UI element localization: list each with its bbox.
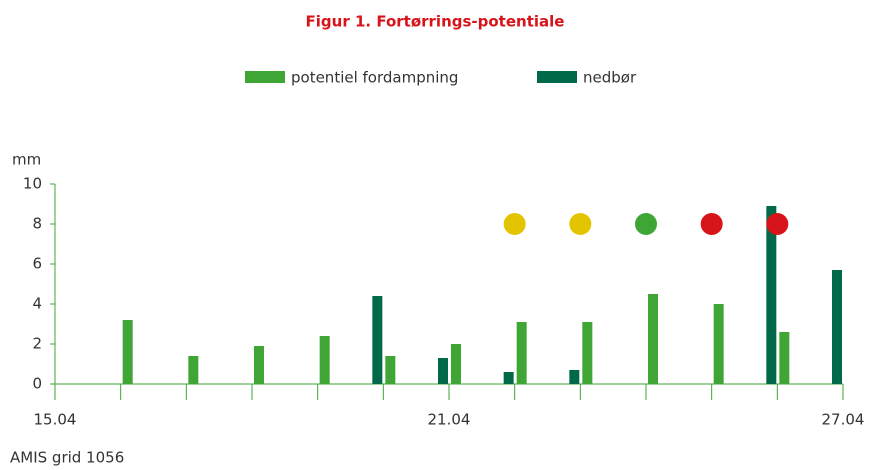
- y-tick-label: 6: [32, 255, 42, 273]
- bar: [372, 296, 383, 384]
- chart-title: Figur 1. Fortørrings-potentiale: [306, 13, 565, 31]
- bar: [516, 322, 527, 384]
- status-marker: [700, 213, 723, 235]
- y-tick-label: 0: [32, 375, 42, 393]
- status-marker: [503, 213, 526, 235]
- status-marker: [635, 213, 657, 235]
- status-marker: [569, 213, 592, 235]
- bar: [779, 332, 790, 384]
- x-tick-label: 27.04: [822, 411, 865, 429]
- bar: [122, 320, 133, 384]
- bar: [451, 344, 461, 384]
- bar: [503, 372, 514, 384]
- y-axis-label: mm: [12, 151, 41, 169]
- bar: [766, 206, 777, 384]
- bar: [648, 294, 658, 384]
- x-tick-label: 15.04: [34, 411, 77, 429]
- footer: AMIS grid 1056: [10, 449, 124, 467]
- bar: [188, 356, 199, 384]
- bar: [832, 270, 842, 384]
- y-tick-label: 8: [32, 215, 42, 233]
- bar: [254, 346, 264, 384]
- bar: [385, 356, 396, 384]
- bar: [569, 370, 580, 384]
- y-tick-label: 4: [32, 295, 42, 313]
- bar: [438, 358, 448, 384]
- legend-swatch: [245, 71, 285, 83]
- status-marker: [766, 213, 789, 235]
- legend-swatch: [537, 71, 577, 83]
- y-tick-label: 2: [32, 335, 42, 353]
- legend-label: nedbør: [583, 69, 637, 87]
- x-tick-label: 21.04: [428, 411, 471, 429]
- y-tick-label: 10: [23, 175, 42, 193]
- bar: [713, 304, 724, 384]
- legend-label: potentiel fordampning: [291, 69, 458, 87]
- bar: [582, 322, 593, 384]
- bar: [319, 336, 330, 384]
